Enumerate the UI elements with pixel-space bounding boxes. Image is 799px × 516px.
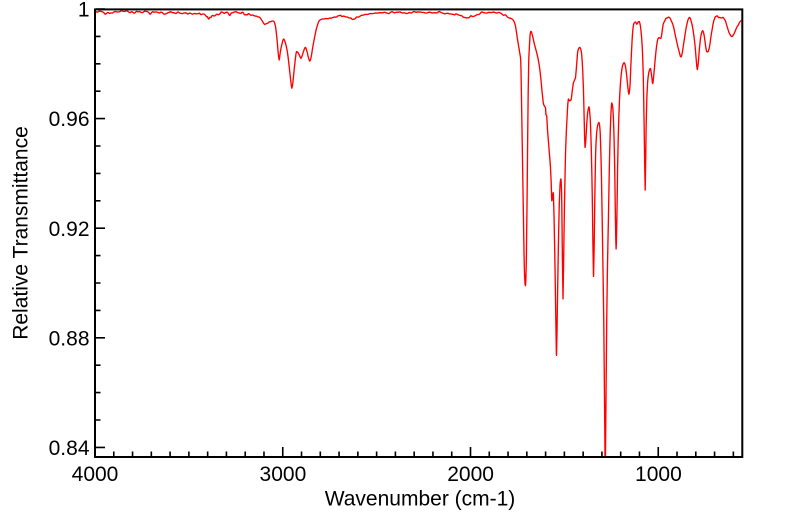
svg-text:1000: 1000: [635, 463, 682, 486]
svg-text:Wavenumber (cm-1): Wavenumber (cm-1): [325, 488, 516, 511]
svg-text:0.92: 0.92: [49, 218, 90, 241]
svg-text:4000: 4000: [72, 463, 119, 486]
svg-text:0.88: 0.88: [49, 327, 90, 350]
svg-text:2000: 2000: [447, 463, 494, 486]
svg-text:Relative Transmittance: Relative Transmittance: [10, 126, 33, 340]
svg-text:0.84: 0.84: [49, 437, 90, 460]
svg-text:3000: 3000: [260, 463, 307, 486]
svg-text:0.96: 0.96: [49, 108, 90, 131]
svg-text:1: 1: [78, 0, 90, 22]
